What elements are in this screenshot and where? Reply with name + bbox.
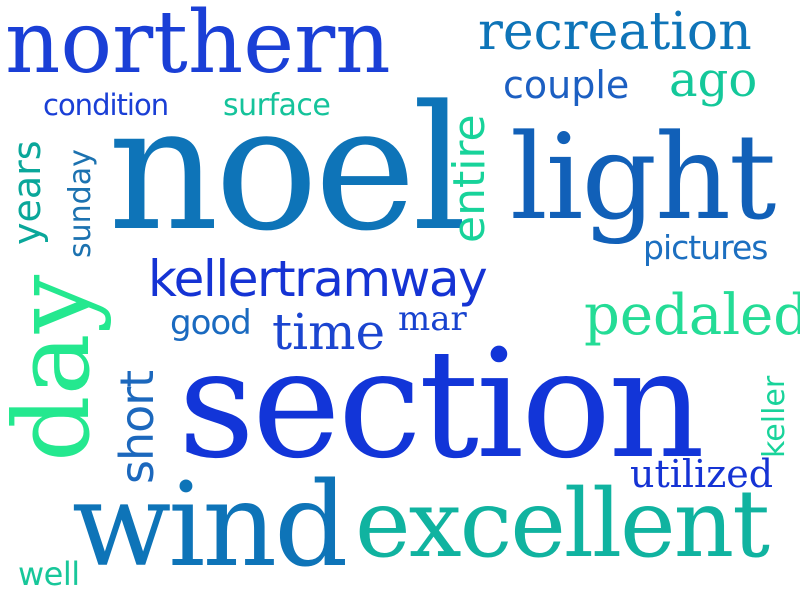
word-well: well: [18, 555, 80, 593]
word-light: light: [510, 108, 776, 246]
word-day: day: [0, 274, 113, 462]
word-keller: keller: [757, 375, 792, 458]
word-ago: ago: [669, 52, 758, 108]
word-mar: mar: [398, 299, 467, 339]
word-excellent: excellent: [355, 470, 770, 579]
word-recreation: recreation: [478, 2, 752, 62]
word-sunday: sunday: [63, 149, 98, 258]
word-northern: northern: [5, 0, 391, 93]
word-entire: entire: [444, 114, 495, 243]
word-good: good: [170, 303, 252, 343]
word-years: years: [5, 140, 49, 245]
word-couple: couple: [503, 63, 630, 107]
word-condition: condition: [43, 88, 169, 122]
word-pedaled: pedaled: [584, 283, 800, 348]
word-time: time: [272, 303, 386, 361]
word-utilized: utilized: [630, 452, 774, 496]
word-noel: noel: [108, 68, 467, 269]
word-wind: wind: [72, 458, 348, 593]
word-pictures: pictures: [643, 228, 768, 267]
word-kellertramway: kellertramway: [148, 250, 488, 308]
word-section: section: [178, 318, 705, 492]
word-surface: surface: [223, 88, 331, 123]
